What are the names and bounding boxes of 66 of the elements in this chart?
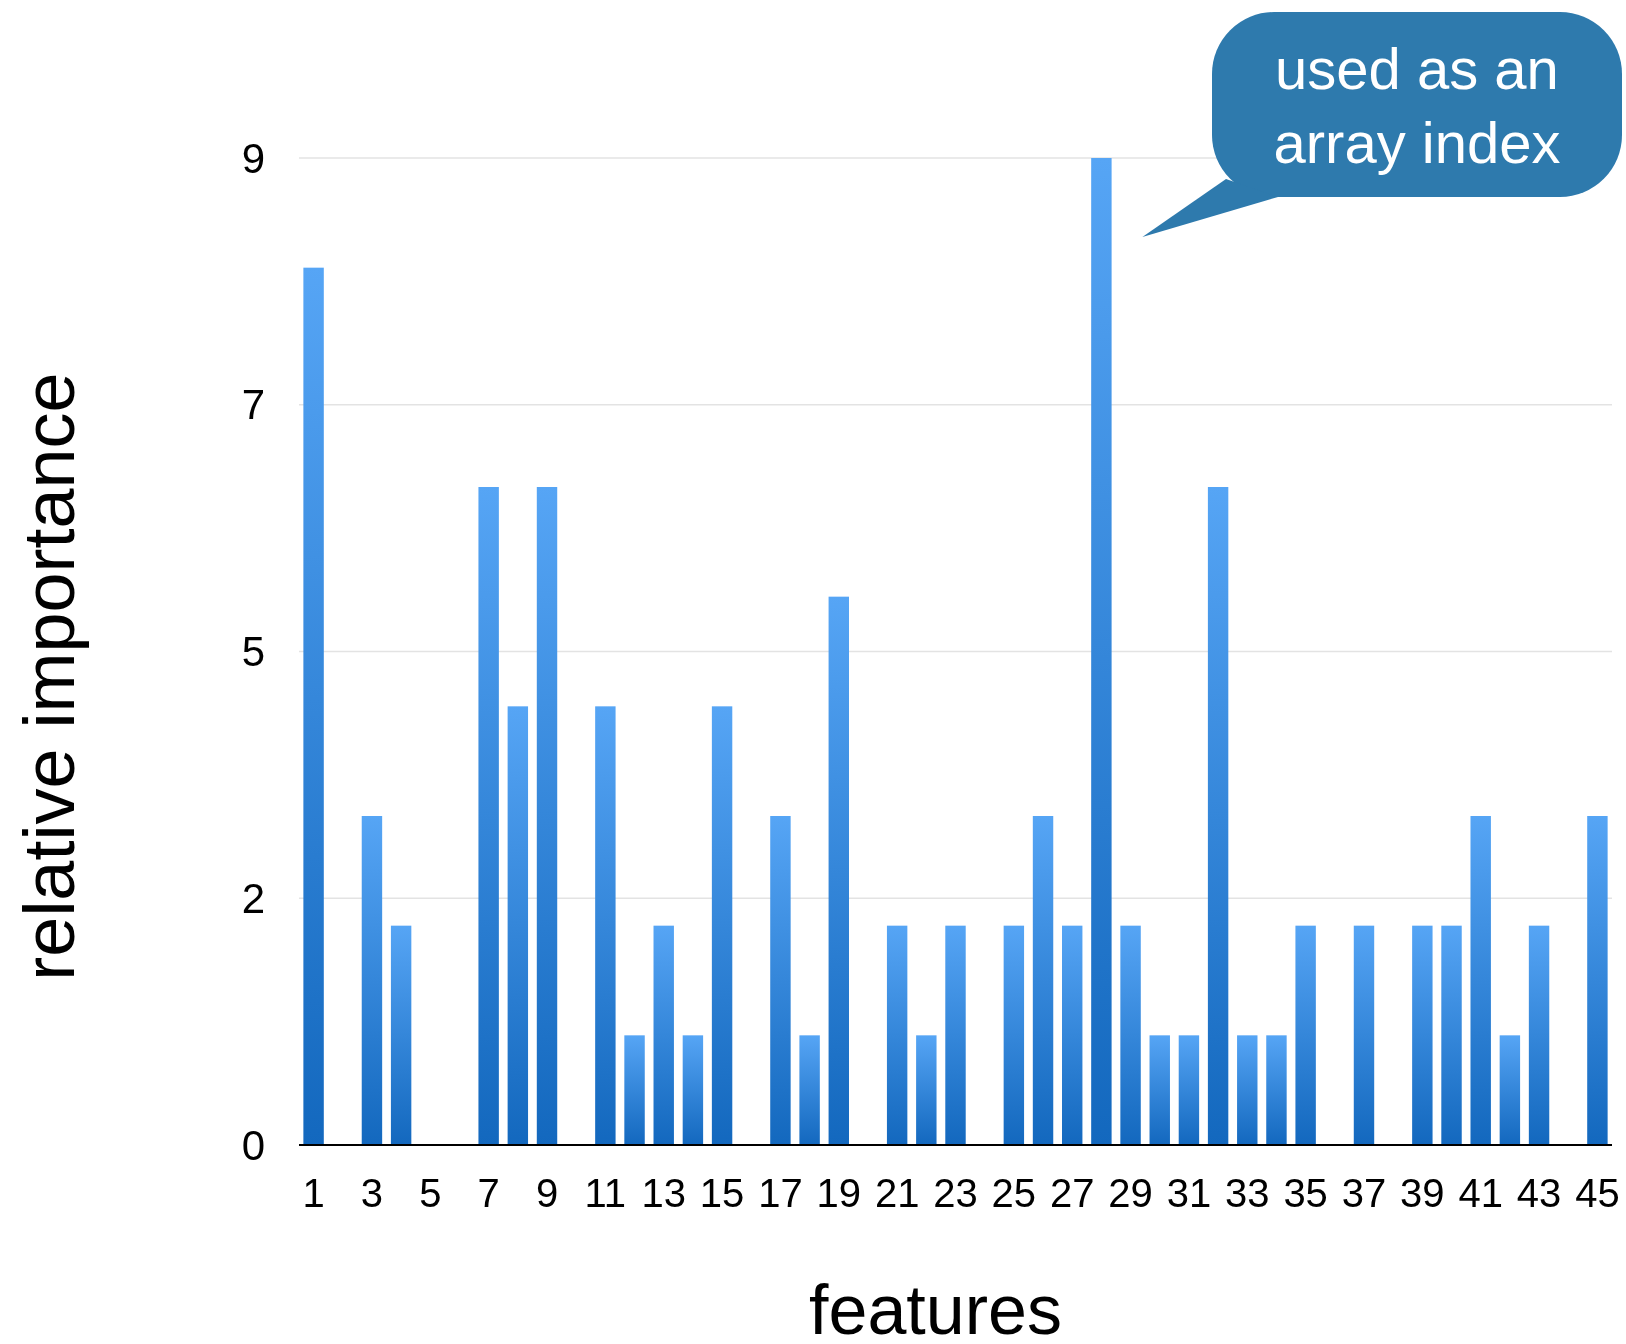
x-tick-label: 11: [584, 1171, 627, 1215]
x-tick-label: 7: [477, 1171, 500, 1215]
bar: [595, 706, 616, 1145]
x-tick-label: 29: [1108, 1171, 1153, 1215]
x-tick-label: 1: [302, 1171, 325, 1215]
x-tick-label: 45: [1575, 1171, 1620, 1215]
bar: [1295, 925, 1316, 1145]
x-tick-label: 43: [1516, 1171, 1562, 1215]
bar: [361, 816, 383, 1145]
bar: [1032, 816, 1054, 1145]
bar: [1499, 1035, 1521, 1145]
bar: [1587, 816, 1608, 1145]
bar: [1237, 1035, 1258, 1145]
y-tick-label: 9: [241, 134, 265, 182]
x-tick-label: 13: [641, 1171, 686, 1215]
x-tick-label: 35: [1283, 1171, 1328, 1215]
bar: [770, 816, 791, 1145]
bar: [828, 596, 849, 1145]
x-tick-label: 9: [535, 1171, 559, 1215]
bar: [1528, 925, 1550, 1145]
x-tick-label: 39: [1400, 1171, 1445, 1215]
x-tick-label: 3: [360, 1171, 384, 1215]
x-tick-label: 37: [1341, 1171, 1387, 1215]
bar: [945, 925, 966, 1145]
bar: [1120, 925, 1141, 1145]
x-tick-label: 27: [1049, 1171, 1095, 1215]
bar: [303, 267, 324, 1145]
x-tick-label: 17: [758, 1171, 803, 1215]
x-tick-label: 21: [874, 1171, 920, 1215]
bar: [653, 925, 674, 1145]
bar: [886, 925, 908, 1145]
bar: [1091, 158, 1112, 1145]
bar: [478, 487, 499, 1145]
bar: [1207, 487, 1229, 1145]
x-tick-label: 25: [991, 1171, 1037, 1215]
y-axis-title: relative importance: [9, 372, 89, 981]
bar: [1266, 1035, 1287, 1145]
y-tick-label: 0: [241, 1121, 265, 1169]
bar: [799, 1035, 820, 1145]
bar: [390, 925, 412, 1145]
bar: [1441, 925, 1462, 1145]
bar: [711, 706, 733, 1145]
bar: [1353, 925, 1375, 1145]
x-tick-label: 23: [933, 1171, 978, 1215]
x-tick-label: 5: [419, 1171, 442, 1215]
bar: [1412, 925, 1433, 1145]
bar: [916, 1035, 937, 1145]
y-tick-label: 5: [241, 628, 265, 675]
x-tick-label: 19: [816, 1171, 862, 1215]
x-tick-label: 15: [699, 1171, 745, 1215]
bar: [624, 1035, 645, 1145]
bar: [1470, 816, 1491, 1145]
bar: [1178, 1035, 1200, 1145]
bar: [682, 1035, 704, 1145]
bar: [1062, 925, 1083, 1145]
x-tick-label: 31: [1166, 1171, 1212, 1215]
y-tick-label: 2: [241, 874, 265, 922]
x-tick-label: 33: [1225, 1171, 1270, 1215]
bar: [1149, 1035, 1170, 1145]
y-tick-label: 7: [241, 381, 265, 429]
bar: [536, 487, 558, 1145]
x-tick-label: 41: [1458, 1171, 1503, 1215]
bar: [507, 706, 529, 1145]
annotation: used as an array index: [1273, 35, 1561, 174]
x-axis-title: features: [809, 1271, 1062, 1344]
bar: [1003, 925, 1025, 1145]
